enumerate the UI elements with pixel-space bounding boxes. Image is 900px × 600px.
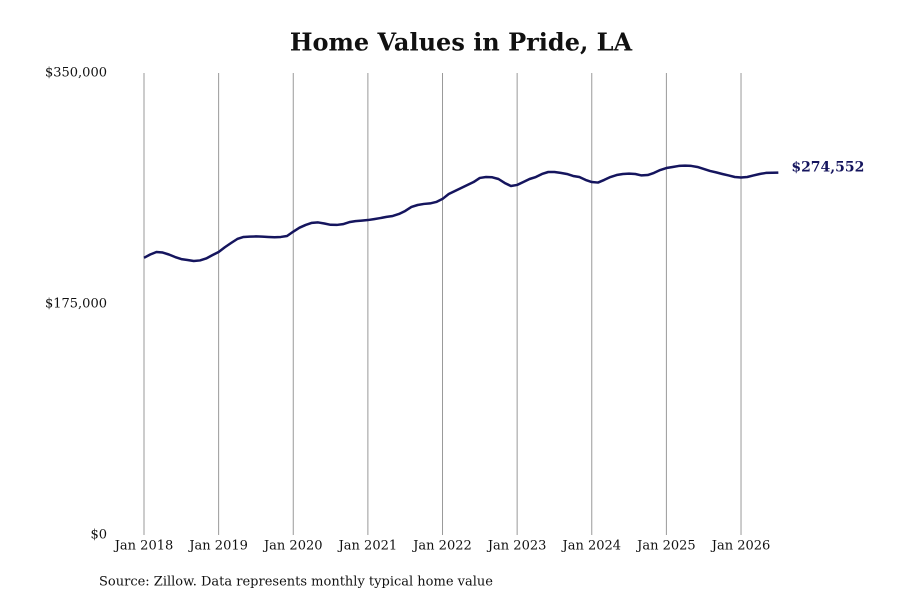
x-tick-label: Jan 2025 [635, 539, 696, 554]
y-tick-label: $0 [90, 528, 107, 543]
source-note: Source: Zillow. Data represents monthly … [99, 575, 493, 590]
x-tick-label: Jan 2019 [187, 539, 248, 554]
y-tick-label: $350,000 [45, 66, 107, 81]
x-tick-label: Jan 2021 [337, 539, 398, 554]
y-tick-label: $175,000 [45, 297, 107, 312]
end-value-label: $274,552 [791, 160, 864, 176]
x-tick-label: Jan 2026 [710, 539, 771, 554]
x-tick-label: Jan 2020 [262, 539, 323, 554]
x-tick-label: Jan 2018 [113, 539, 174, 554]
x-tick-label: Jan 2024 [560, 539, 621, 554]
x-tick-label: Jan 2023 [486, 539, 547, 554]
x-tick-label: Jan 2022 [411, 539, 472, 554]
line [143, 164, 779, 263]
chart-title: Home Values in Pride, LA [290, 28, 633, 57]
